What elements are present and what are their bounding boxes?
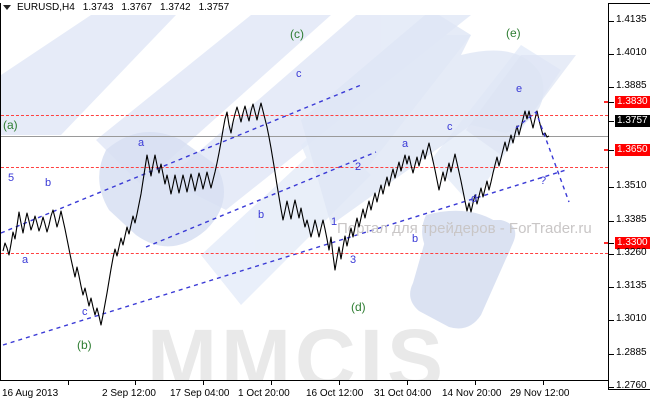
low-value: 1.3742: [159, 2, 191, 13]
wave-label-minor: a: [138, 137, 145, 149]
price-axis-label: 1.3010: [616, 313, 647, 325]
time-axis-label: 16 Oct 12:00: [306, 388, 364, 399]
time-tick: [407, 381, 408, 385]
level-marker: [604, 242, 608, 245]
wave-label-major: (c): [290, 27, 304, 41]
open-value: 1.3743: [82, 2, 114, 13]
price-axis-label: 1.4135: [616, 13, 647, 25]
wave-label-minor: c: [296, 68, 302, 80]
time-axis-label: 14 Nov 20:00: [442, 388, 502, 399]
wave-label-minor: 2: [355, 161, 362, 173]
chart-bottom-border: [1, 380, 608, 381]
price-tick: [609, 353, 614, 355]
time-tick: [543, 381, 544, 385]
time-tick: [68, 381, 69, 385]
price-tick: [609, 253, 614, 255]
time-axis-label: 1 Oct 20:00: [238, 388, 290, 399]
wave-label-minor: a: [402, 138, 409, 150]
time-tick: [475, 381, 476, 385]
time-axis-label: 31 Oct 04:00: [374, 388, 432, 399]
price-tick: [609, 187, 614, 189]
wave-label-minor: b: [45, 177, 52, 189]
price-axis-label: 1.3135: [616, 280, 647, 292]
time-axis-label: 29 Nov 12:00: [510, 388, 570, 399]
price-tick: [609, 87, 614, 89]
wave-label-major: (e): [506, 26, 521, 40]
wave-label-minor: c: [82, 306, 88, 318]
price-axis-label: 1.2885: [616, 346, 647, 358]
wave-label-minor: ?: [540, 175, 547, 187]
wave-label-major: (b): [77, 338, 92, 352]
price-tick: [609, 387, 614, 388]
wave-label-minor: 3: [350, 254, 357, 266]
price-tick: [609, 121, 614, 123]
level-line-1-3650: [1, 167, 608, 168]
wave-label-minor: e: [516, 83, 523, 95]
price-axis[interactable]: 1.4135 1.4010 1.3885 1.3830 1.3757 1.3650 1.35…: [604, 3, 650, 391]
price-tick: [609, 287, 614, 289]
chevron-down-icon[interactable]: [3, 5, 11, 10]
price-tick: [609, 102, 614, 103]
price-axis-label: 1.2760: [616, 380, 647, 391]
wave-label-major: (d): [351, 300, 366, 314]
price-level-label: 1.3300: [615, 237, 650, 250]
trend-lines: [1, 84, 567, 346]
price-level-label: 1.3830: [615, 96, 650, 108]
time-axis-label: 16 Aug 2013: [2, 388, 59, 399]
level-marker: [604, 101, 608, 103]
time-tick: [203, 381, 204, 385]
chart-plot-area[interactable]: MMCIS: [1, 15, 608, 380]
wave-label-minor: 1: [331, 216, 338, 228]
wave-label-major: (a): [3, 118, 18, 132]
price-tick: [609, 320, 614, 322]
site-watermark: Портал для трейдеров - ForTrader.ru: [337, 220, 592, 237]
price-tick: [609, 149, 614, 151]
time-tick: [339, 381, 340, 385]
wave-label-minor: b: [412, 233, 419, 245]
price-axis-label: 1.4010: [616, 47, 647, 59]
price-tick: [609, 220, 614, 222]
forecast-projection: [515, 110, 570, 203]
price-series-line: [2, 102, 550, 326]
level-marker: [604, 148, 608, 151]
chart-left-border: [0, 3, 1, 381]
highlight-zones: [1, 15, 576, 329]
wave-label-minor: d: [471, 193, 478, 205]
wave-label-minor: b: [258, 209, 265, 221]
price-tick: [609, 20, 614, 22]
wave-label-minor: a: [22, 254, 29, 266]
wave-label-minor: 5: [8, 172, 15, 184]
price-axis-label: 1.3260: [616, 246, 647, 258]
price-axis-label: 1.3510: [616, 180, 647, 192]
brand-watermark: MMCIS: [147, 312, 447, 380]
current-price-label: 1.3757: [615, 115, 650, 128]
close-value: 1.3757: [198, 2, 230, 13]
high-value: 1.3767: [121, 2, 152, 13]
symbol-label: EURUSD,H4: [17, 2, 75, 13]
current-price-line: [1, 136, 608, 137]
level-line-1-3830: [1, 115, 608, 116]
wave-label-minor: c: [447, 121, 453, 133]
time-axis-label: 17 Sep 04:00: [170, 388, 230, 399]
time-tick: [135, 381, 136, 385]
price-tick: [609, 54, 614, 56]
time-axis-label: 2 Sep 12:00: [102, 388, 156, 399]
price-level-label: 1.3650: [615, 143, 650, 156]
time-tick: [271, 381, 272, 385]
quote-header-bar: EURUSD,H4 1.3743 1.3767 1.3742 1.3757: [0, 0, 650, 15]
price-axis-label: 1.3385: [616, 213, 647, 225]
price-axis-label: 1.3885: [616, 80, 647, 92]
price-tick: [609, 243, 614, 245]
level-line-1-3300: [1, 253, 608, 254]
